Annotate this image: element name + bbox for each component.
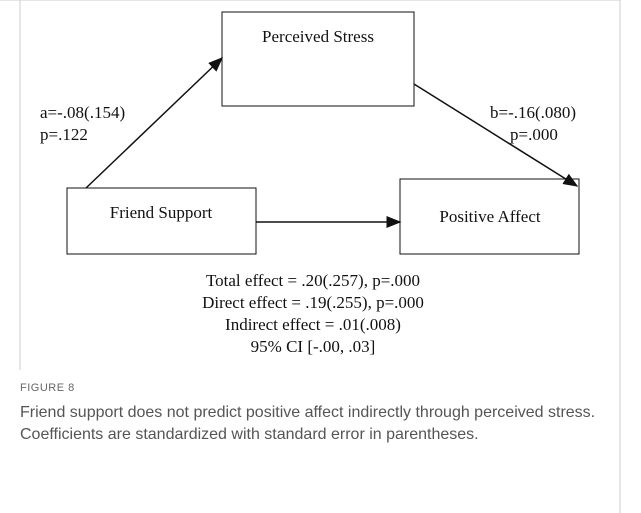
arrow	[413, 83, 579, 187]
effect-line: Indirect effect = .01(.008)	[225, 315, 401, 334]
effect-line: Direct effect = .19(.255), p=.000	[202, 293, 424, 312]
node-label: Positive Affect	[439, 207, 540, 226]
node-label: Friend Support	[110, 203, 213, 222]
arrow	[85, 56, 224, 189]
path-label: b=-.16(.080)	[490, 103, 576, 122]
figure-label: FIGURE 8	[20, 382, 75, 394]
node-box	[66, 187, 257, 255]
figure-caption: Friend support does not predict positive…	[20, 404, 596, 443]
effect-line: Total effect = .20(.257), p=.000	[206, 271, 420, 290]
path-label: p=.122	[40, 125, 88, 144]
node-label: Perceived Stress	[262, 27, 374, 46]
path-label: p=.000	[510, 125, 558, 144]
effect-line: 95% CI [-.00, .03]	[251, 337, 376, 356]
path-label: a=-.08(.154)	[40, 103, 125, 122]
